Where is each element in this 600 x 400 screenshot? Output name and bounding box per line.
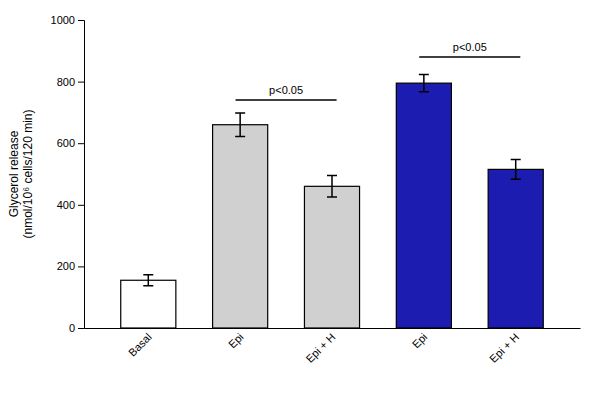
- annotations: p<0.05 p<0.05: [236, 41, 521, 100]
- significance-label: p<0.05: [269, 84, 303, 96]
- x-tick-label: Epi: [410, 331, 430, 351]
- x-tick: Epi: [226, 331, 246, 351]
- y-tick: 0: [69, 322, 84, 334]
- bar: [121, 280, 176, 328]
- x-tick-label: Epi: [226, 331, 246, 351]
- x-axis: Basal Epi Epi + H Epi Epi + H: [85, 329, 581, 365]
- y-axis-title-line: (nmol/10⁶ cells/120 min): [21, 110, 35, 239]
- x-tick: Epi: [410, 331, 430, 351]
- x-axis-line: [85, 328, 581, 329]
- x-tick: Epi + H: [303, 331, 337, 365]
- y-tick-mark: [78, 143, 84, 144]
- chart-container: 0 200 400 600 800 1000 Basal Epi Epi + H Epi Epi +…: [0, 0, 600, 400]
- y-tick-label: 0: [69, 322, 75, 334]
- y-tick-mark: [78, 266, 84, 267]
- y-tick-mark: [78, 205, 84, 206]
- y-axis: 0 200 400 600 800 1000: [51, 14, 85, 334]
- significance-line: [236, 99, 337, 101]
- y-tick-label: 400: [57, 199, 75, 211]
- x-tick-label: Basal: [126, 331, 154, 359]
- error-bar: [511, 160, 521, 180]
- bar: [396, 83, 451, 328]
- y-axis-line: [78, 21, 85, 329]
- error-bar: [419, 75, 429, 92]
- y-tick-label: 600: [57, 137, 75, 149]
- bar: [304, 186, 359, 328]
- significance-label: p<0.05: [453, 41, 487, 53]
- x-tick: Epi + H: [487, 331, 521, 365]
- y-tick-label: 200: [57, 260, 75, 272]
- y-tick: 400: [57, 199, 84, 211]
- error-bar: [143, 275, 153, 286]
- y-axis-title: Glycerol release(nmol/10⁶ cells/120 min): [7, 110, 35, 239]
- x-tick-label: Epi + H: [487, 331, 521, 365]
- chart-svg: 0 200 400 600 800 1000 Basal Epi Epi + H Epi Epi +…: [0, 0, 600, 400]
- significance-line: [419, 56, 520, 58]
- x-tick-label: Epi + H: [303, 331, 337, 365]
- plot: 0 200 400 600 800 1000 Basal Epi Epi + H Epi Epi +…: [7, 14, 581, 365]
- y-tick: 1000: [51, 14, 84, 26]
- y-axis-title-line: Glycerol release: [7, 130, 21, 217]
- y-tick-mark: [78, 328, 84, 329]
- y-tick-mark: [78, 20, 84, 21]
- error-bar: [327, 176, 337, 198]
- error-bar: [235, 113, 245, 136]
- marks: [121, 75, 544, 328]
- y-tick-mark: [78, 82, 84, 83]
- y-tick-label: 1000: [51, 14, 75, 26]
- y-tick: 800: [57, 76, 84, 88]
- y-tick-label: 800: [57, 76, 75, 88]
- y-tick: 600: [57, 137, 84, 149]
- bar: [213, 125, 268, 328]
- x-tick: Basal: [126, 331, 154, 359]
- y-tick: 200: [57, 260, 84, 272]
- bar: [488, 169, 543, 328]
